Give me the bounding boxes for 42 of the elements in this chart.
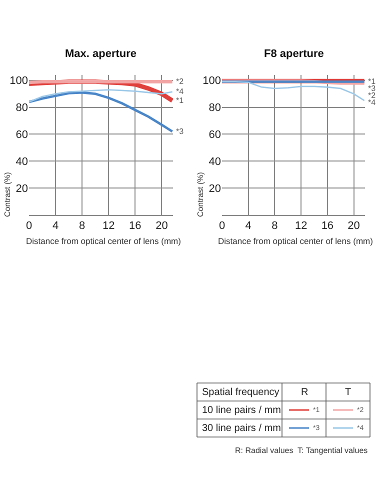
text: *2 [368, 91, 376, 100]
x-tick-label: 12 [102, 220, 115, 232]
text: *4 [368, 98, 376, 107]
series-label: *3 [176, 127, 184, 136]
x-tick-label: 0 [218, 220, 226, 232]
y-tick-label: 100 [202, 75, 221, 88]
series-label: *2 [176, 77, 184, 86]
chart-title: F8 aperture [264, 48, 324, 60]
text: *1 [368, 77, 376, 86]
x-tick-label: 12 [294, 220, 308, 232]
text: T [345, 387, 352, 398]
y-axis-title: Contrast (%) [196, 172, 205, 217]
x-tick-label: 16 [129, 220, 142, 232]
y-tick-label: 40 [16, 156, 28, 168]
series-label: *4 [176, 87, 184, 96]
text: 30 line pairs / mm [202, 423, 281, 434]
x-tick-label: 16 [321, 220, 334, 232]
text: R: Radial values T: Tangential values [235, 446, 368, 455]
series-label: *1 [176, 96, 184, 105]
chart-title: Max. aperture [65, 48, 137, 60]
y-tick-label: 20 [208, 182, 221, 195]
y-tick-label: 60 [208, 129, 221, 142]
x-tick-label: 20 [156, 220, 168, 232]
y-tick-label: 40 [208, 156, 221, 168]
x-axis-title: Distance from optical center of lens (mm) [218, 236, 374, 246]
x-tick-label: 4 [52, 220, 59, 232]
text: 10 line pairs / mm [202, 405, 281, 416]
y-tick-label: 20 [16, 182, 28, 195]
y-tick-label: 80 [16, 102, 28, 114]
y-tick-label: 80 [208, 102, 221, 114]
x-tick-label: 8 [79, 220, 86, 232]
x-tick-label: 8 [272, 220, 278, 232]
y-tick-label: 60 [16, 129, 28, 142]
x-axis-title: Distance from optical center of lens (mm) [26, 236, 182, 246]
y-axis-title: Contrast (%) [3, 172, 12, 217]
text: R [301, 387, 308, 398]
x-tick-label: 20 [348, 220, 360, 232]
text: Spatial frequency [202, 387, 280, 398]
text: *3 [368, 84, 376, 93]
x-tick-label: 4 [245, 220, 252, 232]
y-tick-label: 100 [10, 75, 28, 88]
x-tick-label: 0 [26, 220, 32, 232]
